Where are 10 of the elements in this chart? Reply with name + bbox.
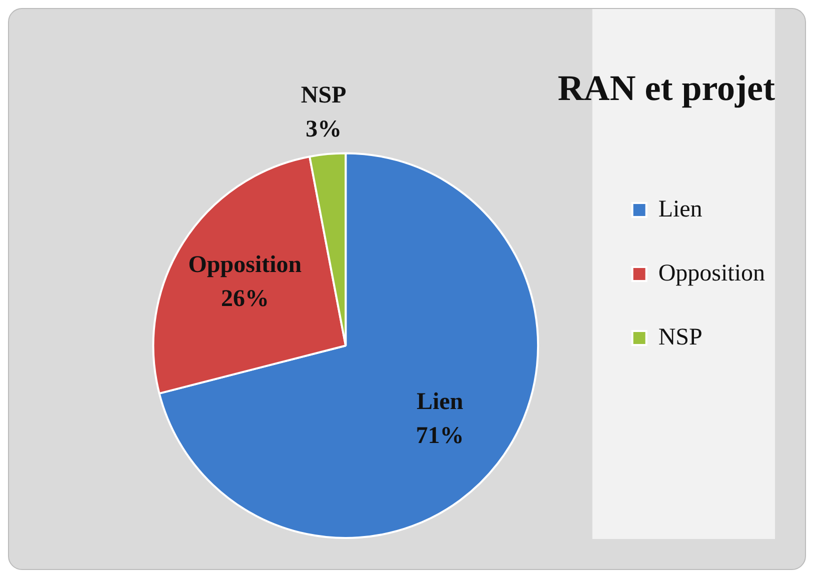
data-label: 26% bbox=[220, 286, 269, 312]
text: RAN et projet bbox=[558, 68, 776, 108]
slice-label: Opposition bbox=[188, 252, 302, 278]
data-label: 3% bbox=[306, 116, 342, 142]
legend-label: Lien bbox=[658, 196, 702, 222]
legend-label: Opposition bbox=[658, 260, 766, 286]
legend-label: NSP bbox=[658, 324, 702, 350]
slice-label: Lien bbox=[416, 388, 464, 415]
data-label: 71% bbox=[416, 422, 464, 449]
slice-label: NSP bbox=[300, 82, 346, 108]
